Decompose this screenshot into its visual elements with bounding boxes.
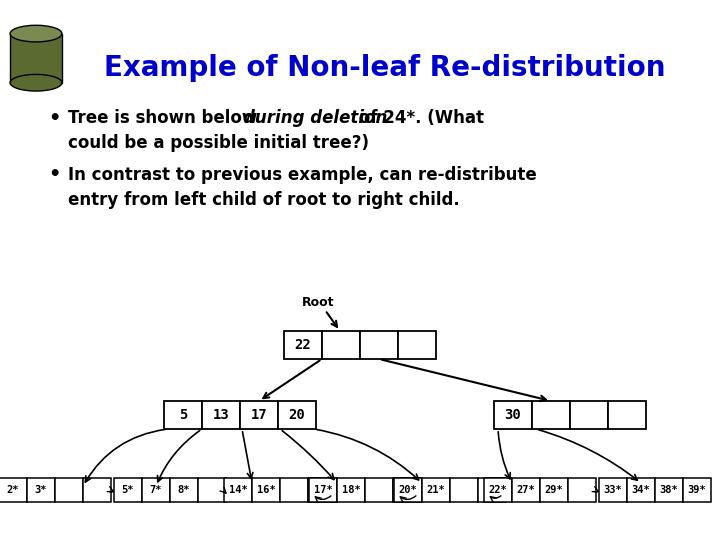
Text: 17: 17 xyxy=(251,408,267,422)
Bar xyxy=(683,478,711,502)
Text: 5: 5 xyxy=(179,408,187,422)
Bar xyxy=(422,478,450,502)
Text: 22*: 22* xyxy=(489,485,508,495)
Bar xyxy=(164,401,202,429)
Bar xyxy=(252,478,280,502)
Text: 5*: 5* xyxy=(122,485,134,495)
Bar xyxy=(627,478,655,502)
Text: 7*: 7* xyxy=(150,485,162,495)
Bar xyxy=(337,478,365,502)
Bar xyxy=(202,401,240,429)
Bar xyxy=(114,478,142,502)
Ellipse shape xyxy=(10,25,62,42)
Bar xyxy=(309,478,337,502)
Text: 13: 13 xyxy=(212,408,230,422)
Text: 2*: 2* xyxy=(6,485,19,495)
Bar xyxy=(570,401,608,429)
Bar xyxy=(170,478,198,502)
Bar xyxy=(450,478,478,502)
Text: 33*: 33* xyxy=(603,485,622,495)
Text: Example of Non-leaf Re-distribution: Example of Non-leaf Re-distribution xyxy=(104,54,666,82)
Bar xyxy=(393,478,421,502)
Text: could be a possible initial tree?): could be a possible initial tree?) xyxy=(68,134,369,152)
Text: entry from left child of root to right child.: entry from left child of root to right c… xyxy=(68,191,460,209)
Bar xyxy=(512,478,540,502)
Bar xyxy=(394,478,422,502)
Bar xyxy=(55,478,83,502)
Bar xyxy=(608,401,646,429)
Bar xyxy=(478,478,506,502)
Text: 17*: 17* xyxy=(314,485,333,495)
Text: 20*: 20* xyxy=(399,485,418,495)
Text: Root: Root xyxy=(302,296,334,309)
Bar xyxy=(398,331,436,359)
Bar xyxy=(10,33,62,83)
Text: •: • xyxy=(48,109,60,127)
Bar xyxy=(142,478,170,502)
Bar xyxy=(278,401,316,429)
Bar xyxy=(568,478,596,502)
Bar xyxy=(655,478,683,502)
Text: 39*: 39* xyxy=(688,485,706,495)
Text: 21*: 21* xyxy=(427,485,446,495)
Bar xyxy=(308,478,336,502)
Text: 8*: 8* xyxy=(178,485,190,495)
Bar xyxy=(322,331,360,359)
Text: during deletion: during deletion xyxy=(243,109,387,127)
Text: 14*: 14* xyxy=(229,485,248,495)
Text: Tree is shown below: Tree is shown below xyxy=(68,109,263,127)
Bar xyxy=(484,478,512,502)
Bar xyxy=(494,401,532,429)
Text: 16*: 16* xyxy=(256,485,275,495)
Bar xyxy=(540,478,568,502)
Bar xyxy=(284,331,322,359)
Text: 34*: 34* xyxy=(631,485,650,495)
Bar xyxy=(0,478,27,502)
Text: 18*: 18* xyxy=(341,485,361,495)
Bar xyxy=(240,401,278,429)
Text: 22: 22 xyxy=(294,338,311,352)
Bar xyxy=(360,331,398,359)
Text: 30: 30 xyxy=(505,408,521,422)
Ellipse shape xyxy=(10,75,62,91)
Text: 20: 20 xyxy=(289,408,305,422)
Bar xyxy=(224,478,252,502)
Text: In contrast to previous example, can re-distribute: In contrast to previous example, can re-… xyxy=(68,166,536,184)
Bar xyxy=(532,401,570,429)
Bar xyxy=(83,478,111,502)
Bar xyxy=(599,478,627,502)
Text: 27*: 27* xyxy=(517,485,536,495)
Bar xyxy=(365,478,393,502)
Text: 3*: 3* xyxy=(35,485,48,495)
Text: •: • xyxy=(48,165,60,185)
Bar xyxy=(280,478,308,502)
Text: 38*: 38* xyxy=(660,485,678,495)
Bar xyxy=(198,478,226,502)
Bar xyxy=(27,478,55,502)
Text: of 24*. (What: of 24*. (What xyxy=(353,109,484,127)
Text: 29*: 29* xyxy=(544,485,563,495)
